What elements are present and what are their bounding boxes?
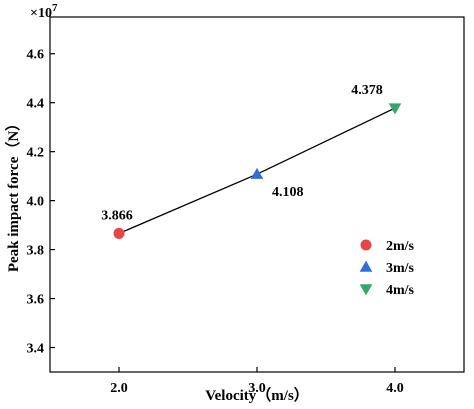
legend-marker (359, 260, 373, 272)
x-tick-label: 3.0 (248, 381, 266, 396)
y-tick-label: 4.2 (27, 146, 45, 161)
y-tick-label: 4.4 (27, 97, 45, 112)
y-tick-label: 3.8 (27, 244, 45, 259)
legend: 2m/s 3m/s 4m/s (359, 239, 415, 298)
data-label: 4.378 (351, 83, 383, 98)
data-point-4m-per-s (388, 103, 402, 115)
data-point-3m-per-s (250, 167, 264, 179)
data-label: 4.108 (272, 185, 304, 200)
y-axis-multiplier-base: ×10 (30, 6, 52, 21)
legend-label: 2m/s (386, 239, 415, 254)
y-axis-multiplier-exponent: 7 (52, 2, 58, 14)
legend-marker (360, 239, 372, 251)
y-tick-label: 4.0 (27, 195, 45, 210)
y-axis-multiplier: ×107 (30, 2, 58, 21)
legend-label: 4m/s (386, 283, 415, 298)
legend-marker (359, 284, 373, 296)
y-tick-label: 3.6 (27, 293, 45, 308)
x-axis-title: Velocity（m/s） (205, 386, 309, 404)
data-markers (113, 103, 402, 239)
plot-frame (49, 16, 465, 373)
data-labels: 3.866 4.108 4.378 (101, 83, 383, 223)
x-tick-label: 2.0 (110, 381, 128, 396)
y-axis-ticks: 3.4 3.6 3.8 4.0 4.2 4.4 4.6 (27, 48, 55, 357)
x-tick-label: 4.0 (386, 381, 404, 396)
x-axis-ticks: 2.0 3.0 4.0 (110, 367, 404, 396)
data-point-2m-per-s (113, 227, 125, 239)
y-tick-label: 3.4 (27, 342, 45, 357)
data-label: 3.866 (101, 208, 133, 223)
legend-label: 3m/s (386, 261, 415, 276)
y-axis-title: Peak impact force（N） (4, 116, 22, 272)
y-tick-label: 4.6 (27, 48, 45, 63)
